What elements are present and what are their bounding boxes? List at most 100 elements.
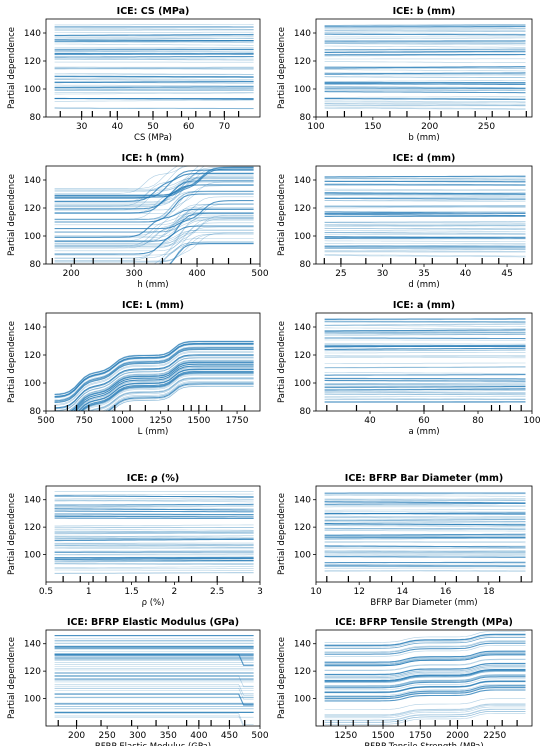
ice-curve [324, 320, 526, 323]
ice-curve [324, 249, 526, 251]
ice-curve [324, 221, 526, 223]
ice-curve [72, 363, 254, 411]
ice-curve [70, 361, 254, 411]
ice-curve [324, 681, 526, 693]
plot-frame [315, 629, 533, 727]
y-axis-label: Partial dependence [7, 174, 17, 256]
ice-curve [324, 349, 526, 352]
ice-curve [324, 48, 526, 50]
ice-curve [324, 493, 526, 495]
ice-panel: 200 300 400 500 80 100 120 140 ICE: h (mm) h (mm)… [7, 153, 269, 290]
ice-curve [324, 681, 526, 694]
ice-curve [54, 50, 254, 53]
ice-curve [54, 212, 254, 241]
ice-curve [54, 550, 254, 552]
ice-curve [324, 391, 526, 394]
ice-curve [54, 39, 254, 41]
ice-panel: 30 40 50 60 70 80 100 120 140 ICE: CS (MPa) CS (MP… [7, 6, 261, 143]
ice-curve [324, 200, 526, 202]
x-tick-label: 30 [377, 269, 389, 279]
ice-curve [54, 497, 254, 500]
y-tick-label: 80 [30, 407, 42, 417]
ice-curve [169, 243, 254, 264]
ice-curve [324, 222, 526, 224]
y-tick-label: 80 [30, 113, 42, 123]
ice-curve [324, 681, 526, 693]
ice-curve [54, 41, 254, 43]
ice-curve [76, 367, 254, 411]
ice-curve [324, 671, 526, 684]
ice-curve [324, 329, 526, 332]
ice-curve [324, 345, 526, 348]
ice-curve [324, 551, 526, 553]
ice-curve [324, 392, 526, 394]
ice-curve [54, 177, 254, 207]
ice-curve [324, 45, 526, 48]
ice-curve [324, 535, 526, 537]
ice-curve [324, 330, 526, 332]
ice-curve [324, 48, 526, 51]
ice-curve [54, 529, 254, 531]
y-tick-label: 100 [294, 551, 311, 561]
ice-curve [54, 508, 254, 511]
ice-lines [54, 340, 254, 411]
ice-curve [54, 169, 254, 198]
ice-curve [76, 366, 254, 411]
ice-curve [324, 192, 526, 194]
ice-curve [54, 184, 254, 214]
ice-curve [54, 349, 254, 403]
y-tick-label: 80 [300, 407, 312, 417]
x-tick-label: 300 [126, 269, 143, 279]
ice-curve [54, 341, 254, 396]
x-tick-label: 500 [37, 416, 54, 426]
y-tick-label: 100 [24, 85, 41, 95]
ice-panel: 200 250 300 350 400 450 500 100 120 140 ICE: BFRP … [7, 617, 269, 746]
ice-curve [66, 359, 254, 411]
ice-curve [324, 100, 526, 103]
ice-curve [324, 634, 526, 647]
plot-frame [45, 165, 261, 265]
ice-curve [54, 348, 254, 403]
ice-curve [324, 564, 526, 566]
ice-curve [324, 393, 526, 396]
ice-curve [324, 366, 526, 369]
ice-curve [54, 200, 254, 230]
ice-curve [54, 225, 254, 255]
ice-curve [324, 683, 526, 696]
x-tick-label: 60 [418, 416, 430, 426]
ice-curve [54, 214, 254, 244]
ice-curve [54, 350, 254, 405]
ice-curve [54, 343, 254, 398]
ice-curve [324, 86, 526, 89]
ice-lines [324, 175, 526, 258]
ice-curve [54, 527, 254, 529]
ice-panel: 40 60 80 100 80 100 120 140 ICE: a (mm) a (mm) Par… [277, 300, 541, 437]
panel-title: ICE: h (mm) [122, 153, 185, 164]
ice-curve [324, 72, 526, 75]
ice-curve [324, 651, 526, 664]
ice-curve [324, 215, 526, 217]
ice-curve [324, 704, 526, 717]
ice-curve [324, 386, 526, 389]
ice-curve [324, 698, 526, 710]
ice-curve [54, 559, 254, 561]
ice-curve [324, 229, 526, 231]
y-tick-label: 100 [24, 551, 41, 561]
plot-frame [45, 485, 261, 583]
y-axis-label: Partial dependence [7, 321, 17, 403]
y-axis-label: Partial dependence [7, 637, 17, 719]
ice-curve [324, 379, 526, 382]
x-axis-label: ρ (%) [142, 598, 165, 608]
ice-panel: 10 12 14 16 18 100 120 140 ICE: BFRP Bar Diamete… [277, 473, 533, 608]
ice-curve [324, 537, 526, 540]
x-tick-label: 25 [335, 269, 346, 279]
ice-curve [54, 43, 254, 46]
ice-curve [324, 393, 526, 395]
x-axis-label: d (mm) [408, 280, 439, 290]
ice-curve [54, 347, 254, 402]
ice-curve [324, 188, 526, 190]
panel-title: ICE: ρ (%) [127, 473, 179, 484]
y-tick-label: 80 [300, 260, 312, 270]
ice-curve [324, 25, 526, 28]
ice-curve [54, 76, 254, 78]
